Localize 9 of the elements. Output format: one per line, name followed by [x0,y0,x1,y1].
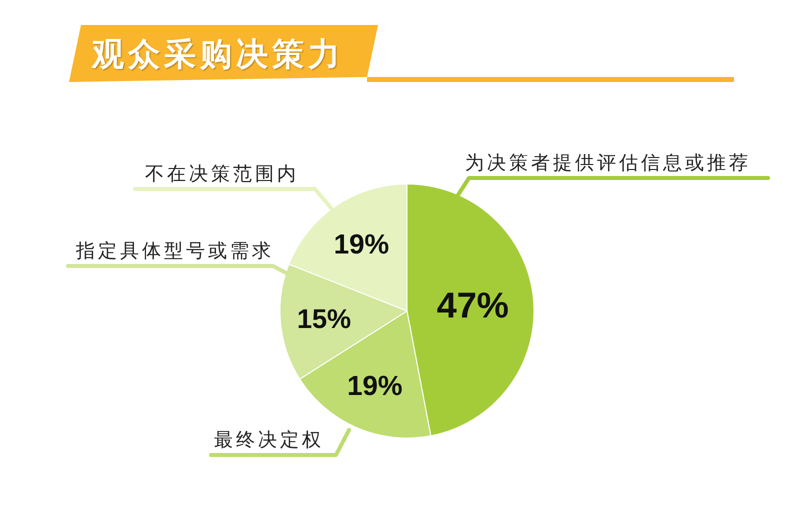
chart-title: 观众采购决策力 [92,34,344,75]
data-label: 15% [297,304,352,334]
slice-label: 不在决策范围内 [145,163,299,185]
slice-label: 指定具体型号或需求 [75,240,274,262]
slice-label: 为决策者提供评估信息或推荐 [465,152,751,174]
data-label: 19% [347,370,402,401]
slice-label: 最终决定权 [214,429,324,451]
data-label: 47% [436,284,509,326]
data-label: 19% [334,228,390,260]
